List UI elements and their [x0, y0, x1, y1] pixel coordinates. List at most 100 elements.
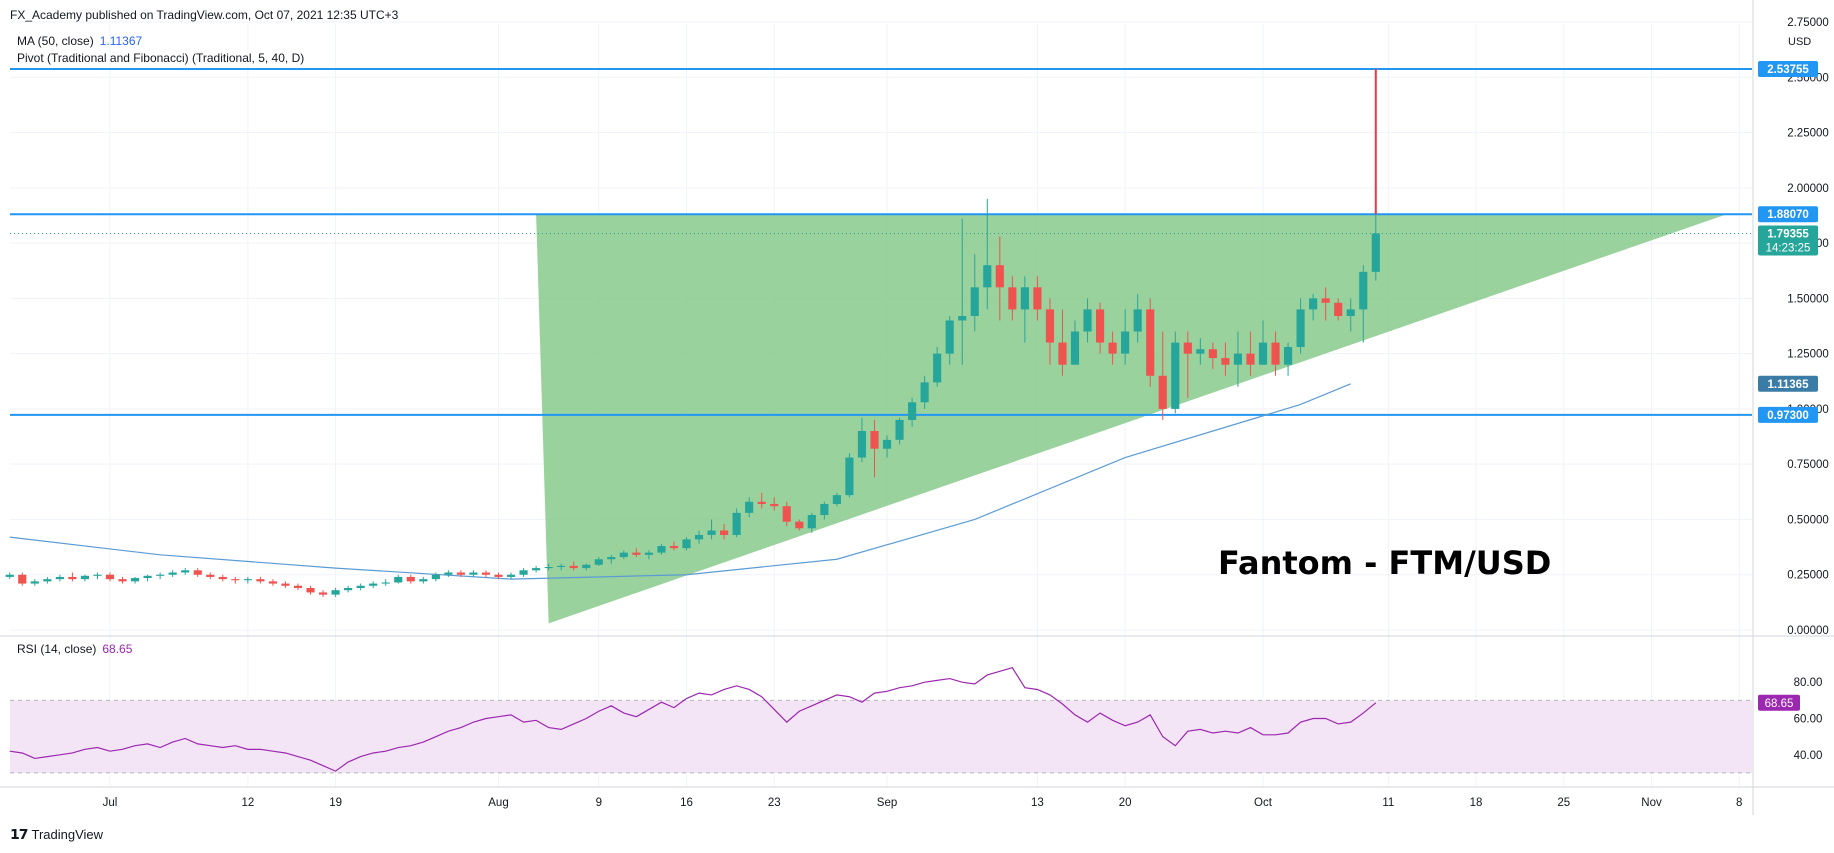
- candle-body: [983, 265, 992, 288]
- pivot-r2-label-bg: [1758, 60, 1818, 77]
- candle-body: [406, 576, 415, 582]
- pane-separator: [0, 0, 1834, 815]
- candle-body: [293, 585, 303, 588]
- candle-body: [268, 581, 277, 584]
- price-tick-label: 0.50000: [1787, 514, 1829, 526]
- rsi-legend-value: 68.65: [102, 642, 133, 656]
- time-tick-label: Aug: [488, 797, 508, 809]
- candle-body: [720, 530, 729, 535]
- candle-body: [832, 495, 841, 504]
- pivot-lines: [10, 67, 1752, 416]
- pivot-r1-label-bg: [1758, 206, 1818, 223]
- time-tick-label: Jul: [103, 797, 118, 809]
- last-price-label: 1.79355: [1767, 228, 1809, 240]
- time-tick-label: 23: [768, 797, 781, 809]
- candle-body: [494, 574, 503, 577]
- candlestick-series: [5, 198, 1380, 597]
- rsi-legend[interactable]: RSI (14, close) 68.65: [17, 642, 132, 656]
- candle-body: [30, 581, 39, 584]
- candle-body: [68, 576, 77, 580]
- candle-body: [344, 587, 353, 591]
- candle-body: [1058, 342, 1067, 365]
- candle-body: [958, 316, 967, 321]
- candle-body: [5, 574, 14, 577]
- time-tick-label: Nov: [1641, 797, 1662, 809]
- candle-body: [582, 564, 591, 569]
- candle-body: [1196, 349, 1205, 354]
- pivot-legend[interactable]: Pivot (Traditional and Fibonacci) (Tradi…: [17, 51, 304, 65]
- candle-body: [18, 574, 27, 584]
- price-axis[interactable]: 2.750002.500002.250002.000001.750001.500…: [1787, 17, 1829, 762]
- time-axis[interactable]: Jul 12 19 Aug 9 16 23 Sep 13 20 Oct 11 18 25 Nov 8: [103, 797, 1743, 809]
- last-price-label-bg: [1758, 225, 1818, 256]
- candle-body: [419, 579, 428, 582]
- candle-body: [1121, 331, 1130, 354]
- triangle-shape: [536, 214, 1727, 624]
- price-tick-label: 0.25000: [1787, 570, 1829, 582]
- candle-body: [1359, 271, 1368, 310]
- candle-body: [594, 559, 603, 565]
- candle-body: [1283, 347, 1293, 365]
- time-tick-label: 12: [241, 797, 254, 809]
- candle-body: [908, 402, 917, 420]
- rsi-legend-label: RSI (14, close): [17, 642, 97, 656]
- candle-body: [318, 592, 328, 595]
- price-tick-label: 1.50000: [1787, 293, 1829, 305]
- candle-body: [306, 587, 315, 593]
- candle-body: [1133, 309, 1142, 332]
- candle-body: [845, 457, 854, 496]
- candle-body: [1371, 233, 1380, 272]
- ma-legend[interactable]: MA (50, close) 1.11367: [17, 34, 142, 48]
- candle-body: [1233, 353, 1243, 365]
- price-tick-label: 0.00000: [1787, 625, 1829, 637]
- price-tick-label: 1.25000: [1787, 349, 1829, 361]
- candle-body: [1334, 302, 1343, 317]
- candle-body: [1158, 375, 1167, 409]
- candle-body: [820, 503, 829, 516]
- candle-body: [1171, 342, 1180, 409]
- candle-body: [1045, 309, 1055, 343]
- candle-body: [532, 568, 541, 571]
- time-tick-label: Sep: [877, 797, 897, 809]
- candle-body: [1309, 298, 1318, 310]
- candle-body: [55, 576, 64, 580]
- time-tick-label: 25: [1557, 797, 1570, 809]
- candle-body: [644, 552, 653, 555]
- candle-body: [1070, 331, 1080, 365]
- candle-body: [557, 565, 566, 567]
- candle-body: [632, 552, 641, 555]
- pivot-s1-label: 0.97300: [1767, 410, 1809, 422]
- pivot-r1-label: 1.88070: [1767, 209, 1809, 221]
- price-tick-label: 2.75000: [1787, 17, 1829, 29]
- candle-body: [43, 579, 52, 582]
- candle-body: [1321, 298, 1330, 303]
- candle-body: [80, 575, 90, 580]
- candle-body: [757, 501, 766, 504]
- candle-body: [882, 439, 892, 449]
- candle-body: [782, 506, 791, 522]
- candle-body: [331, 590, 340, 595]
- candle-body: [682, 539, 691, 549]
- ma-polyline: [9, 383, 1351, 580]
- pivot-r2-label: 2.53755: [1767, 64, 1809, 76]
- candle-body: [243, 579, 252, 581]
- pivot-s1-label-bg: [1758, 406, 1818, 423]
- ma-price-label: 1.11365: [1768, 379, 1810, 391]
- rsi-tick-label: 40.00: [1794, 750, 1823, 762]
- candle-body: [1008, 287, 1017, 310]
- candle-body: [795, 521, 804, 529]
- rsi-pane: [9, 666, 1752, 774]
- price-tick-label: 2.25000: [1787, 128, 1829, 140]
- candle-body: [1346, 309, 1355, 317]
- rsi-tick-label: 80.00: [1794, 677, 1823, 689]
- candle-body: [694, 534, 704, 540]
- price-tick-label: 2.00000: [1787, 183, 1829, 195]
- candle-body: [1020, 287, 1029, 310]
- candle-body: [130, 578, 140, 582]
- candle-body: [1083, 309, 1092, 332]
- footer-brand[interactable]: 𝟭𝟳 TradingView: [10, 826, 103, 843]
- time-tick-label: 19: [329, 797, 342, 809]
- chart-annotation-title[interactable]: Fantom - FTM/USD: [1218, 544, 1552, 582]
- candle-body: [619, 552, 628, 558]
